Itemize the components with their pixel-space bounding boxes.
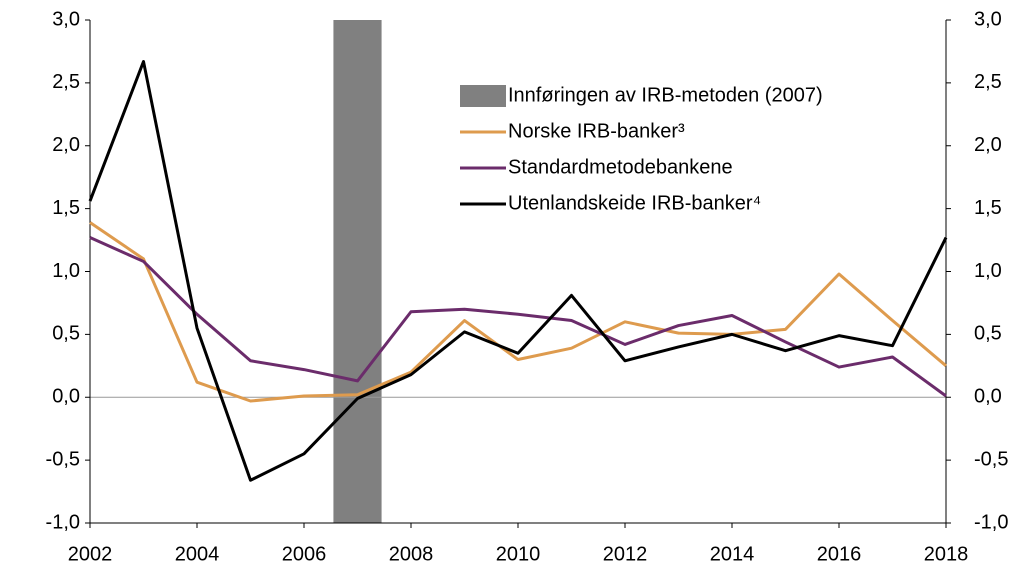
y-tick-label: -1,0 bbox=[46, 511, 80, 533]
x-tick-label: 2008 bbox=[389, 543, 434, 565]
y-tick-label: 2,5 bbox=[52, 71, 80, 93]
y2-tick-label: 0,0 bbox=[974, 386, 1002, 408]
y-tick-label: 2,0 bbox=[52, 134, 80, 156]
y2-tick-label: 0,5 bbox=[974, 323, 1002, 345]
y-tick-label: 3,0 bbox=[52, 8, 80, 30]
y2-tick-label: 1,0 bbox=[974, 260, 1002, 282]
y-tick-label: -0,5 bbox=[46, 448, 80, 470]
legend-label: Innføringen av IRB-metoden (2007) bbox=[508, 84, 823, 106]
y-tick-label: 0,0 bbox=[52, 386, 80, 408]
y2-tick-label: 2,0 bbox=[974, 134, 1002, 156]
x-tick-label: 2006 bbox=[282, 543, 327, 565]
series-line bbox=[88, 59, 948, 482]
y2-tick-label: 3,0 bbox=[974, 8, 1002, 30]
y-tick-label: 1,5 bbox=[52, 197, 80, 219]
x-tick-label: 2016 bbox=[817, 543, 862, 565]
legend-label: Standardmetodebankene bbox=[508, 156, 733, 178]
legend-label: Utenlandskeide IRB-banker⁴ bbox=[508, 192, 761, 214]
series-line bbox=[89, 236, 947, 398]
x-tick-label: 2018 bbox=[924, 543, 969, 565]
legend-label: Norske IRB-banker³ bbox=[508, 120, 685, 142]
x-tick-label: 2014 bbox=[710, 543, 755, 565]
y2-tick-label: 1,5 bbox=[974, 197, 1002, 219]
x-tick-label: 2012 bbox=[603, 543, 648, 565]
x-tick-label: 2004 bbox=[175, 543, 220, 565]
x-tick-label: 2010 bbox=[496, 543, 541, 565]
y2-tick-label: -1,0 bbox=[974, 511, 1008, 533]
y2-tick-label: -0,5 bbox=[974, 448, 1008, 470]
shaded-period bbox=[333, 20, 382, 523]
y-tick-label: 1,0 bbox=[52, 260, 80, 282]
y-tick-label: 0,5 bbox=[52, 323, 80, 345]
y2-tick-label: 2,5 bbox=[974, 71, 1002, 93]
series-line bbox=[89, 221, 947, 403]
x-tick-label: 2002 bbox=[68, 543, 113, 565]
legend-swatch bbox=[460, 85, 506, 107]
